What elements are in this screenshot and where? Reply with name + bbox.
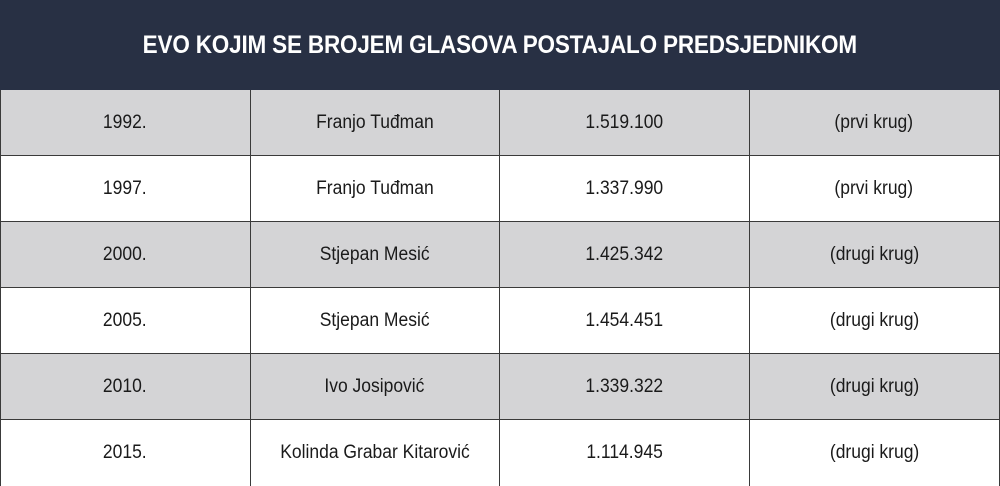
votes-cell: 1.339.322: [500, 354, 750, 419]
table-row: 1992. Franjo Tuđman 1.519.100 (prvi krug…: [1, 90, 999, 156]
president-name-cell: Kolinda Grabar Kitarović: [251, 420, 500, 486]
year-cell: 2010.: [1, 354, 251, 419]
table-title: EVO KOJIM SE BROJEM GLASOVA POSTAJALO PR…: [142, 30, 858, 59]
president-name-cell: Stjepan Mesić: [251, 288, 500, 353]
table-row: 2005. Stjepan Mesić 1.454.451 (drugi kru…: [1, 288, 999, 354]
round-cell: (drugi krug): [829, 309, 919, 331]
table-row: 1997. Franjo Tuđman 1.337.990 (prvi krug…: [1, 156, 999, 222]
title-bar: EVO KOJIM SE BROJEM GLASOVA POSTAJALO PR…: [0, 0, 1000, 90]
year-cell: 2015.: [1, 420, 251, 486]
round-cell: (prvi krug): [834, 111, 914, 133]
president-name-cell: Stjepan Mesić: [251, 222, 500, 287]
table-row: 2015. Kolinda Grabar Kitarović 1.114.945…: [1, 420, 999, 486]
votes-cell: 1.425.342: [500, 222, 750, 287]
table-row: 2010. Ivo Josipović 1.339.322 (drugi kru…: [1, 354, 999, 420]
president-name-cell: Franjo Tuđman: [251, 156, 500, 221]
president-name-cell: Ivo Josipović: [251, 354, 500, 419]
president-name-cell: Franjo Tuđman: [251, 90, 500, 155]
round-cell: (drugi krug): [829, 375, 919, 397]
round-cell: (prvi krug): [834, 177, 914, 199]
table-row: 2000. Stjepan Mesić 1.425.342 (drugi kru…: [1, 222, 999, 288]
year-cell: 1997.: [1, 156, 251, 221]
votes-cell: 1.337.990: [500, 156, 750, 221]
votes-cell: 1.519.100: [500, 90, 750, 155]
round-cell: (drugi krug): [829, 243, 919, 265]
round-cell: (drugi krug): [829, 442, 919, 463]
votes-cell: 1.114.945: [500, 420, 750, 486]
year-cell: 2000.: [1, 222, 251, 287]
year-cell: 2005.: [1, 288, 251, 353]
year-cell: 1992.: [1, 90, 251, 155]
votes-cell: 1.454.451: [500, 288, 750, 353]
results-table: 1992. Franjo Tuđman 1.519.100 (prvi krug…: [0, 90, 1000, 486]
